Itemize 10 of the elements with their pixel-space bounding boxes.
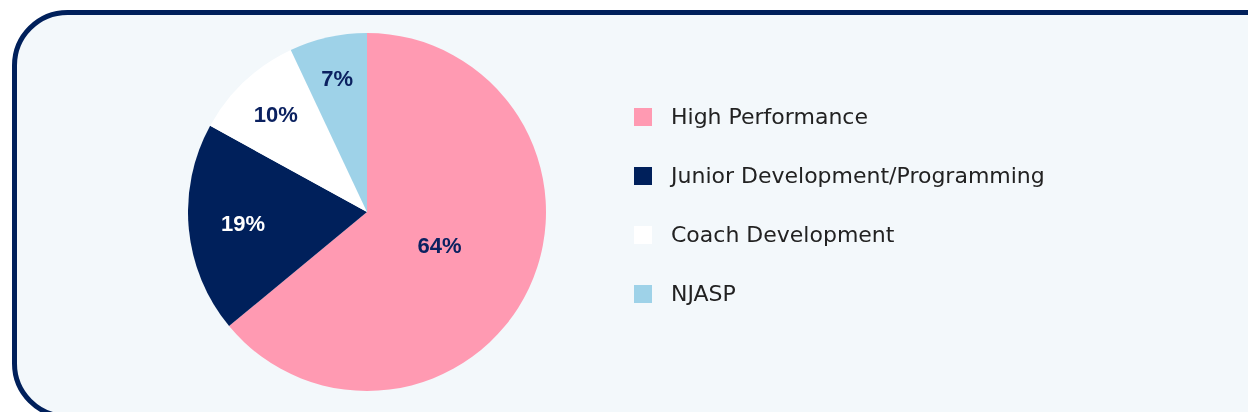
legend-label: Coach Development [671,222,895,247]
legend-label: NJASP [671,281,736,306]
data-label: 19% [221,210,266,236]
data-label: 10% [253,101,298,127]
data-label: 7% [321,65,354,91]
pie-slice [210,50,367,212]
data-label: 64% [417,233,462,259]
legend-label: Junior Development/Programming [669,163,1045,188]
legend-label: High Performance [671,104,868,129]
pie-slice [188,125,367,327]
